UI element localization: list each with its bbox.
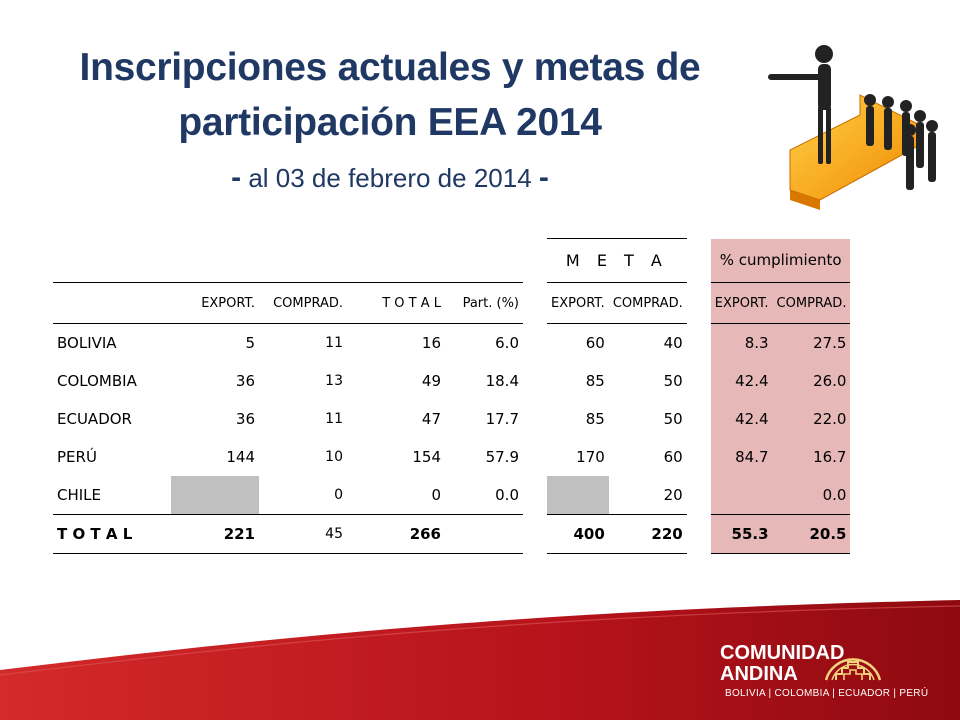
footer-band (0, 600, 960, 720)
row-meta-comprad: 60 (663, 448, 683, 466)
row-export: 36 (235, 410, 255, 428)
row-cum-export: 42.4 (710, 400, 773, 438)
row-export: 144 (226, 448, 255, 466)
meta-header: M E T A (547, 238, 687, 283)
table-row: ECUADOR 36 11 47 17.7 85 50 42.4 22.0 (53, 400, 851, 438)
col-cum-comprad: COMPRAD. (772, 282, 851, 324)
row-cum-comprad: 0.0 (772, 476, 851, 515)
row-part: 18.4 (485, 372, 519, 390)
row-meta-export: 170 (576, 448, 605, 466)
row-cum-export (710, 476, 773, 515)
row-meta-comprad: 40 (663, 334, 683, 352)
cumplimiento-header: % cumplimiento (710, 238, 851, 283)
row-total: 49 (421, 372, 441, 390)
row-total: 47 (421, 410, 441, 428)
row-total: 0 (431, 486, 441, 504)
row-comprad: 0 (334, 487, 343, 503)
title-line-1: Inscripciones actuales y metas de (79, 46, 701, 89)
row-export: 36 (235, 372, 255, 390)
row-country: PERÚ (57, 448, 97, 466)
row-country: BOLIVIA (57, 334, 117, 352)
row-cum-export: 8.3 (710, 323, 773, 362)
row-cum-comprad: 16.7 (772, 438, 851, 476)
col-total: T O T A L (347, 282, 445, 324)
col-cum-export: EXPORT. (710, 282, 773, 324)
row-total: 154 (412, 448, 441, 466)
col-meta-comprad: COMPRAD. (608, 282, 687, 324)
row-meta-comprad: 50 (663, 410, 683, 428)
row-meta-export-empty (547, 476, 609, 515)
subtitle: - al 03 de febrero de 2014 - (40, 150, 740, 206)
row-meta-export: 85 (585, 410, 605, 428)
row-cum-comprad: 27.5 (772, 323, 851, 362)
total-total: 266 (347, 514, 445, 554)
row-meta-export: 85 (585, 372, 605, 390)
registrations-table: M E T A % cumplimiento EXPORT. COMPRAD. … (53, 238, 851, 554)
row-comprad: 13 (325, 373, 343, 389)
row-comprad: 11 (325, 411, 343, 427)
row-part: 6.0 (495, 334, 519, 352)
table-row: BOLIVIA 5 11 16 6.0 60 40 8.3 27.5 (53, 323, 851, 362)
row-cum-export: 42.4 (710, 362, 773, 400)
row-meta-comprad: 50 (663, 372, 683, 390)
table-total-row: T O T A L 221 45 266 400 220 55.3 20.5 (53, 514, 851, 554)
title-line-2: participación EEA 2014 (178, 101, 602, 144)
andean-emblem-icon (824, 658, 882, 681)
total-meta-comprad: 220 (608, 514, 687, 554)
table-group-header-row: M E T A % cumplimiento (53, 238, 851, 283)
row-meta-export: 60 (585, 334, 605, 352)
total-export: 221 (171, 514, 259, 554)
row-cum-comprad: 26.0 (772, 362, 851, 400)
row-part: 57.9 (485, 448, 519, 466)
subtitle-dash-right: - (538, 161, 549, 194)
table-column-header-row: EXPORT. COMPRAD. T O T A L Part. (%) EXP… (53, 282, 851, 324)
row-part: 17.7 (485, 410, 519, 428)
row-country: CHILE (57, 486, 102, 504)
subtitle-date: al 03 de febrero de 2014 (248, 163, 532, 193)
total-label: T O T A L (53, 514, 171, 554)
row-comprad: 11 (325, 335, 343, 351)
row-export: 5 (245, 334, 255, 352)
row-cum-export: 84.7 (710, 438, 773, 476)
row-country: COLOMBIA (57, 372, 137, 390)
leader-figures-illustration (768, 45, 938, 210)
slide-title: Inscripciones actuales y metas de partic… (40, 40, 740, 206)
comunidad-andina-logo: COMUNIDAD ANDINA (720, 643, 844, 685)
table-row: COLOMBIA 36 13 49 18.4 85 50 42.4 26.0 (53, 362, 851, 400)
col-part: Part. (%) (445, 282, 523, 324)
row-export-empty (171, 476, 259, 515)
row-cum-comprad: 22.0 (772, 400, 851, 438)
total-cum-comprad: 20.5 (772, 514, 851, 554)
row-country: ECUADOR (57, 410, 132, 428)
col-export: EXPORT. (171, 282, 259, 324)
subtitle-dash-left: - (231, 161, 242, 194)
member-countries: BOLIVIA | COLOMBIA | ECUADOR | PERÚ (725, 688, 929, 699)
row-meta-comprad: 20 (663, 486, 683, 504)
logo-line-1: COMUNIDAD (720, 642, 845, 664)
total-cum-export: 55.3 (710, 514, 773, 554)
total-meta-export: 400 (547, 514, 609, 554)
total-comprad: 45 (259, 514, 347, 554)
table-row: CHILE 0 0 0.0 20 0.0 (53, 476, 851, 515)
logo-line-2: ANDINA (720, 663, 798, 685)
row-total: 16 (421, 334, 441, 352)
col-comprad: COMPRAD. (259, 282, 347, 324)
row-comprad: 10 (325, 449, 343, 465)
table-row: PERÚ 144 10 154 57.9 170 60 84.7 16.7 (53, 438, 851, 476)
row-part: 0.0 (495, 486, 519, 504)
col-meta-export: EXPORT. (547, 282, 609, 324)
